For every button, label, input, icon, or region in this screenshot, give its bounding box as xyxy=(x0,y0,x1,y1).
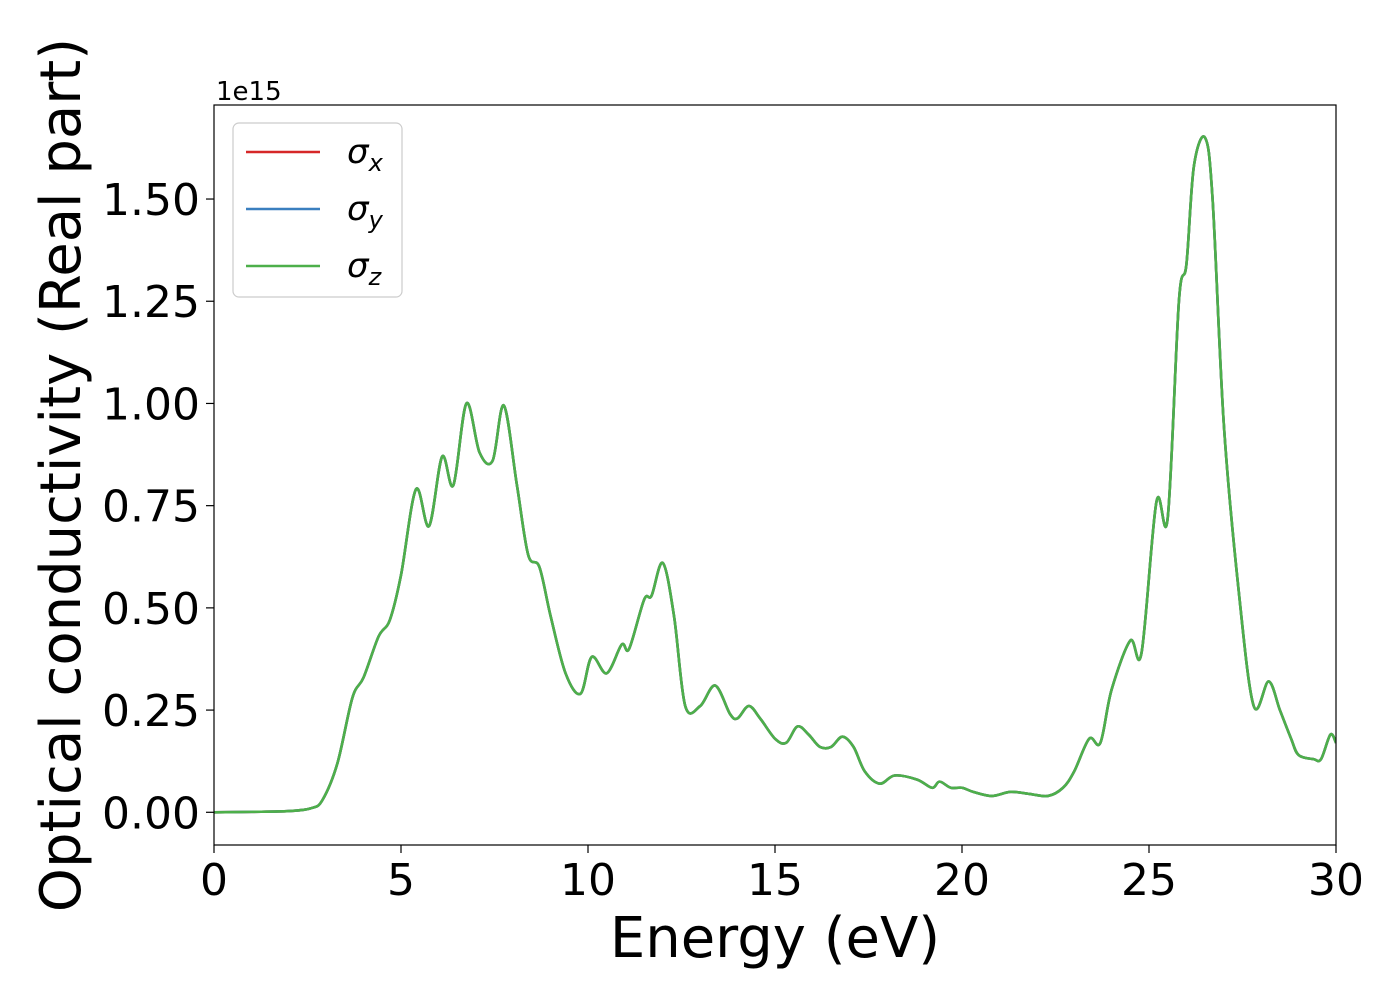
legend: σx σy σz xyxy=(232,122,403,298)
x-axis: 0 5 10 15 20 25 30 xyxy=(200,845,1364,906)
y-offset-label: 1e15 xyxy=(216,77,282,107)
y-tick-label: 1.25 xyxy=(102,277,200,328)
y-axis: 0.00 0.25 0.50 0.75 1.00 1.25 1.50 xyxy=(102,175,214,839)
y-axis-title: Optical conductivity (Real part) xyxy=(29,38,94,912)
y-tick-label: 1.00 xyxy=(102,379,200,430)
legend-label-2: σy xyxy=(347,189,384,234)
x-tick-label: 30 xyxy=(1308,855,1364,906)
series-line-3 xyxy=(214,135,1336,814)
x-tick-label: 20 xyxy=(934,855,990,906)
x-tick-label: 0 xyxy=(200,855,228,906)
y-tick-label: 0.25 xyxy=(102,686,200,737)
x-axis-title: Energy (eV) xyxy=(610,906,940,971)
x-tick-label: 5 xyxy=(387,855,415,906)
y-tick-label: 1.50 xyxy=(102,175,200,226)
x-tick-label: 15 xyxy=(747,855,803,906)
x-tick-label: 25 xyxy=(1121,855,1177,906)
y-tick-label: 0.75 xyxy=(102,482,200,533)
y-tick-label: 0.50 xyxy=(102,584,200,635)
y-tick-label: 0.00 xyxy=(102,788,200,839)
legend-label-3: σz xyxy=(347,246,383,291)
series-layer xyxy=(214,135,1336,814)
x-tick-label: 10 xyxy=(560,855,616,906)
legend-label-1: σx xyxy=(347,132,384,177)
